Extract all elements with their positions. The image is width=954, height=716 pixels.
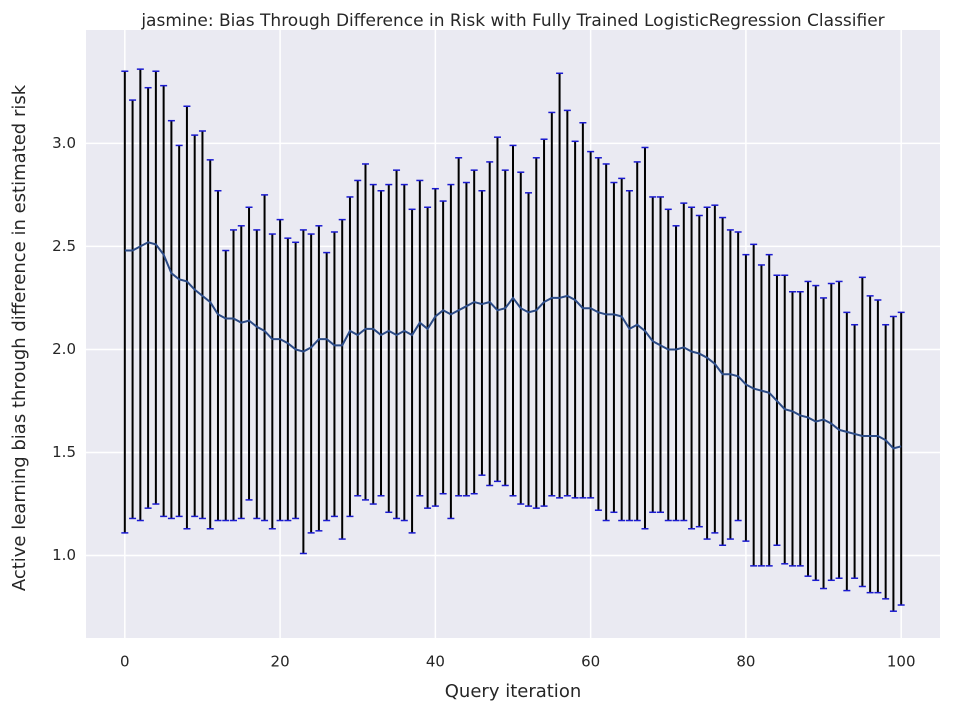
y-tick-label: 3.0 — [52, 134, 76, 152]
y-tick-label: 1.0 — [52, 546, 76, 564]
x-tick-label: 0 — [120, 653, 130, 671]
chart-title: jasmine: Bias Through Difference in Risk… — [140, 11, 884, 31]
y-tick-label: 2.0 — [52, 340, 76, 358]
y-axis-label: Active learning bias through difference … — [9, 84, 30, 591]
x-tick-label: 60 — [581, 653, 600, 671]
x-tick-label: 40 — [426, 653, 445, 671]
x-tick-label: 80 — [736, 653, 755, 671]
x-tick-label: 100 — [887, 653, 916, 671]
x-tick-label: 20 — [271, 653, 290, 671]
marks — [121, 68, 905, 612]
mean-line — [124, 241, 902, 450]
y-tick-label: 2.5 — [52, 237, 76, 255]
x-axis-label: Query iteration — [445, 681, 581, 702]
y-tick-label: 1.5 — [52, 443, 76, 461]
